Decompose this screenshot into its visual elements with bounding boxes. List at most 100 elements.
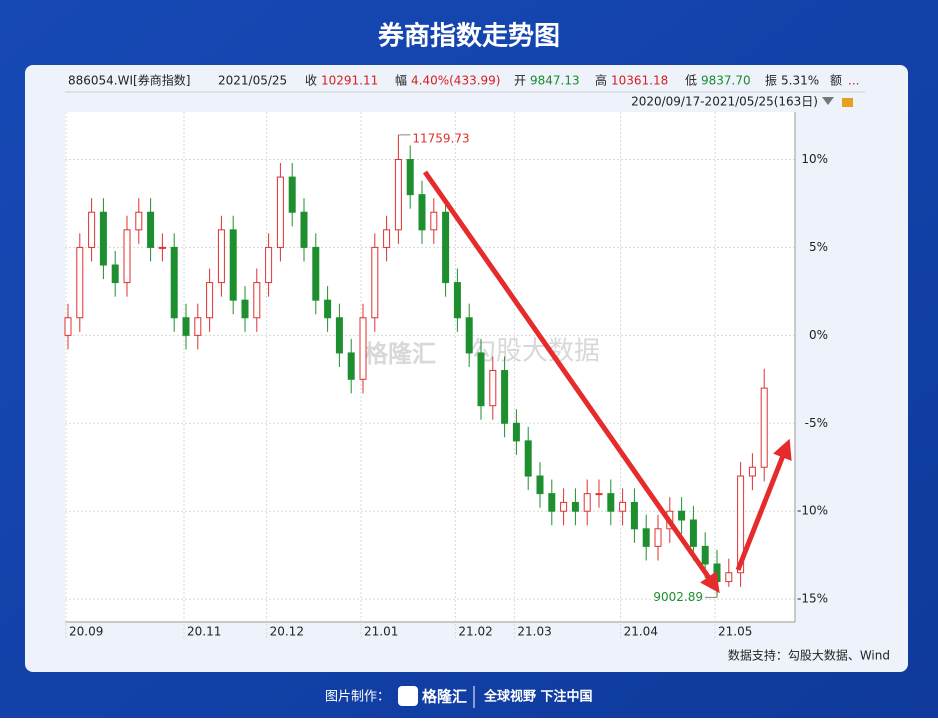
logo [398, 686, 418, 706]
x-tick-label: 21.03 [517, 625, 551, 639]
candle-body [276, 176, 284, 248]
y-tick-label: 5% [809, 240, 828, 254]
candle-body [335, 317, 343, 354]
candle-body [217, 229, 225, 284]
x-tick-label: 21.05 [718, 625, 752, 639]
candle-body [524, 440, 532, 477]
candle-body [99, 211, 107, 266]
candle-body [571, 501, 579, 512]
candle-body [324, 299, 332, 319]
value: 9837.70 [701, 74, 751, 88]
footer-slogan: 全球视野 下注中国 [483, 689, 593, 705]
candle-body [147, 211, 155, 248]
candle-body [477, 352, 485, 407]
footer-brand: 格隆汇 [422, 688, 467, 706]
y-tick-label: 0% [809, 328, 828, 342]
candle-body [642, 528, 650, 547]
candle-body [135, 211, 143, 231]
candle-body [678, 510, 686, 521]
candle-body [418, 194, 426, 231]
candle-body [430, 211, 438, 231]
candle-body [453, 282, 461, 319]
trend-arrow [422, 170, 720, 594]
value: 9847.13 [530, 74, 580, 88]
value: 10361.18 [611, 74, 668, 88]
date-range: 2020/09/17-2021/05/25(163日) [631, 95, 818, 109]
candle-body [312, 246, 320, 301]
candle-body [465, 317, 473, 354]
candle-body [654, 528, 662, 547]
value: 10291.11 [321, 74, 378, 88]
candle-body [123, 229, 131, 284]
source: 数据支持：勾股大数据、Wind [728, 648, 890, 663]
value: 5.31% [781, 74, 819, 88]
candle-body [241, 299, 249, 319]
candle-body [265, 246, 273, 284]
x-tick-label: 20.12 [270, 625, 304, 639]
candle-body [76, 246, 84, 319]
footer-label: 图片制作： [325, 690, 390, 705]
candle-body [737, 475, 745, 574]
annotation: 9002.89 [653, 590, 703, 604]
candle-body [394, 158, 402, 231]
y-tick-label: -15% [797, 592, 828, 606]
candle-body [170, 246, 178, 319]
y-tick-label: 10% [801, 152, 828, 166]
candle-body [206, 282, 214, 319]
candle-body [501, 370, 509, 424]
candle-body [595, 493, 603, 496]
candle-body [288, 176, 296, 213]
candle-body [182, 317, 190, 336]
candle-body [630, 501, 638, 530]
y-tick-label: -5% [805, 416, 828, 430]
candle-body [583, 493, 591, 512]
plot-area [65, 112, 795, 622]
candle-body [607, 493, 615, 512]
label: 高 [595, 73, 607, 88]
x-tick-label: 21.01 [364, 625, 398, 639]
candle-body [689, 519, 697, 547]
candle-body [701, 545, 709, 565]
label: 收 [305, 74, 317, 88]
candle-body [194, 317, 202, 336]
candle-body [158, 246, 166, 249]
x-tick-label: 21.02 [458, 625, 492, 639]
chart: -15% -10% -5% 0% 5% 10% 20.09 20.11 20.12 21.01 21… [64, 112, 828, 640]
x-tick-label: 20.09 [69, 625, 103, 639]
page-title: 券商指数走势图 [378, 21, 560, 52]
candle-body [489, 370, 497, 407]
candle-body [371, 246, 379, 319]
candle-body [383, 229, 391, 248]
candle-body [536, 475, 544, 495]
candle-body [512, 422, 520, 442]
candle-body [64, 317, 72, 336]
watermark: 格隆汇 [364, 340, 436, 368]
candle-body [111, 264, 119, 284]
label: 低 [685, 74, 697, 88]
candle-body [253, 282, 261, 319]
annotation: 11759.73 [412, 131, 469, 145]
value: 4.40%(433.99) [411, 74, 500, 88]
y-tick-label: -10% [797, 504, 828, 518]
x-tick-label: 21.04 [624, 625, 658, 639]
candle-body [406, 158, 414, 196]
candle-body [88, 211, 96, 248]
label: 额 [830, 74, 842, 88]
candle-body [725, 572, 733, 583]
candle-body [359, 317, 367, 380]
candle-body [300, 211, 308, 248]
candle-body [442, 211, 450, 284]
x-tick-label: 20.11 [187, 625, 221, 639]
dropdown[interactable] [822, 97, 834, 105]
code: 886054.WI[券商指数] [68, 73, 190, 88]
candle-body [713, 563, 721, 583]
date: 2021/05/25 [218, 74, 287, 88]
value: ... [848, 74, 859, 88]
lock-icon[interactable] [842, 98, 853, 107]
candle-body [760, 387, 768, 468]
candle-body [560, 501, 568, 512]
candle-body [229, 229, 237, 301]
candle-body [748, 466, 756, 477]
label: 开 [514, 74, 526, 88]
